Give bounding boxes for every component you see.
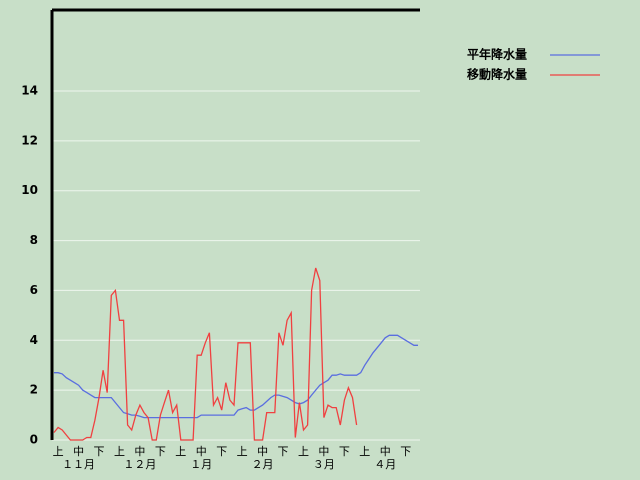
x-tick-label: 上 (359, 445, 370, 458)
x-tick-label: 下 (339, 445, 350, 458)
x-tick-label: 下 (400, 445, 411, 458)
y-tick-label: 4 (30, 333, 38, 347)
month-label: ２月 (252, 458, 274, 471)
x-tick-label: 上 (175, 445, 186, 458)
x-tick-label: 中 (380, 445, 391, 458)
y-tick-label: 0 (30, 433, 38, 447)
x-tick-label: 中 (73, 445, 84, 458)
month-label: １月 (190, 458, 212, 471)
y-tick-label: 14 (21, 84, 38, 98)
legend-label: 平年降水量 (467, 47, 527, 62)
x-tick-label: 中 (257, 445, 268, 458)
x-tick-label: 上 (298, 445, 309, 458)
series-line (53, 267, 358, 441)
y-tick-label: 12 (21, 133, 38, 147)
month-label: ４月 (374, 458, 396, 471)
month-label: １２月 (123, 458, 156, 471)
y-tick-label: 8 (30, 233, 38, 247)
month-label: ３月 (313, 458, 335, 471)
x-tick-label: 上 (53, 445, 64, 458)
x-tick-label: 下 (155, 445, 166, 458)
legend-label: 移動降水量 (467, 67, 527, 82)
x-tick-label: 下 (94, 445, 105, 458)
x-tick-label: 中 (196, 445, 207, 458)
x-tick-label: 中 (134, 445, 145, 458)
month-label: １１月 (62, 458, 95, 471)
y-tick-label: 2 (30, 383, 38, 397)
x-tick-label: 上 (114, 445, 125, 458)
x-tick-label: 上 (237, 445, 248, 458)
x-tick-label: 下 (278, 445, 289, 458)
y-tick-label: 10 (21, 183, 38, 197)
series-line (54, 334, 418, 419)
x-tick-label: 中 (318, 445, 329, 458)
y-tick-label: 6 (30, 283, 38, 297)
x-tick-label: 下 (216, 445, 227, 458)
